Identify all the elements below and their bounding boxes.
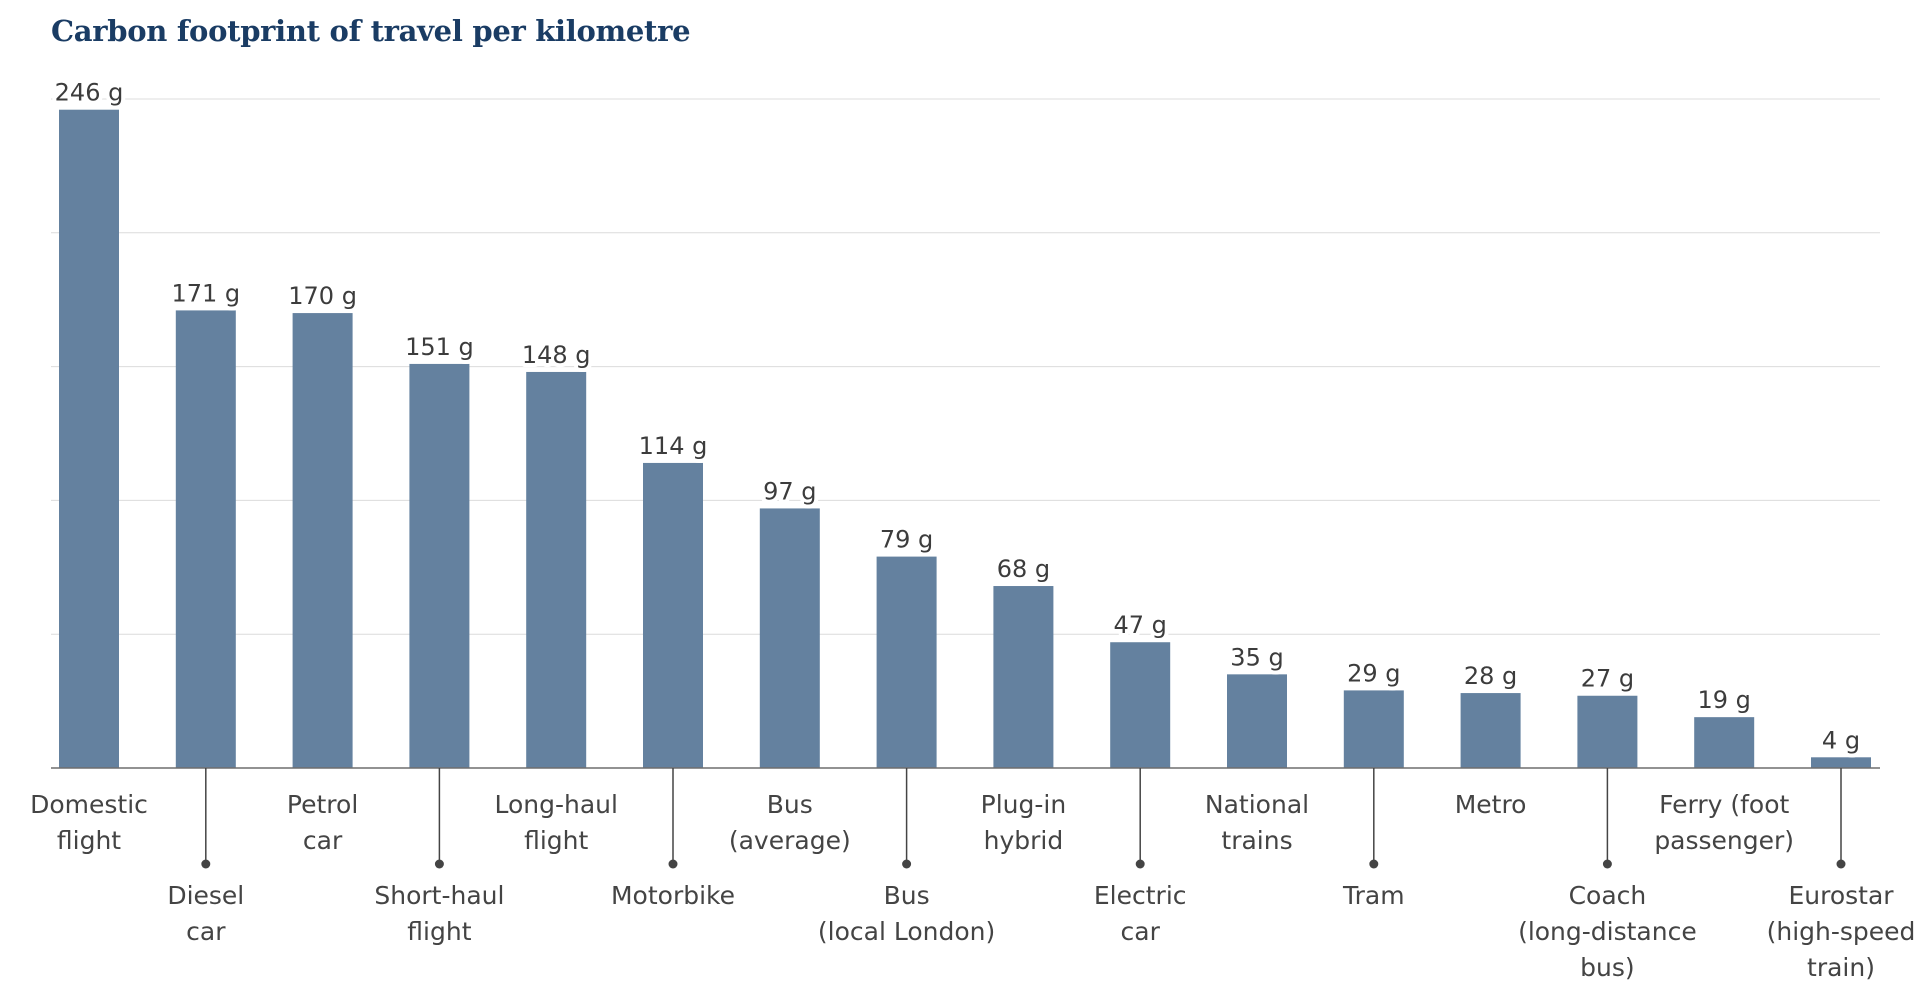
data-label: 114 g	[639, 432, 708, 460]
data-label: 170 g	[288, 282, 357, 310]
bar	[59, 109, 119, 769]
tick-label: Electric car	[1094, 881, 1187, 946]
data-label: 35 g	[1230, 643, 1283, 671]
tick-label-line: car	[303, 826, 343, 855]
tick-label-line: Electric	[1094, 881, 1187, 910]
tick-label-line: Bus	[767, 790, 813, 819]
tick-label-line: passenger)	[1654, 826, 1794, 855]
tick-label-line: Eurostar	[1788, 881, 1894, 910]
leader-dot	[902, 859, 912, 869]
tick-label-line: Coach	[1569, 881, 1647, 910]
data-label: 19 g	[1697, 686, 1750, 714]
leader-dot	[1369, 859, 1379, 869]
tick-label: Plug-in hybrid	[981, 790, 1067, 855]
tick-label: Petrol car	[287, 790, 358, 855]
tick-label: Long-haul flight	[494, 790, 617, 855]
data-label: 97 g	[763, 477, 816, 505]
data-label: 171 g	[171, 279, 240, 307]
data-label: 148 g	[522, 341, 591, 369]
tick-label-line: trains	[1221, 826, 1292, 855]
tick-label-line: hybrid	[984, 826, 1064, 855]
tick-label-line: Long-haul	[494, 790, 617, 819]
x-axis: Domestic flight Diesel car Petrol car Short-ha…	[30, 767, 1916, 982]
bar	[1694, 717, 1755, 768]
bar	[292, 313, 353, 768]
tick-label-line: Short-haul	[374, 881, 504, 910]
bar	[759, 508, 820, 768]
data-label: 29 g	[1347, 659, 1400, 687]
bar	[175, 310, 236, 768]
tick-label-line: bus)	[1580, 953, 1635, 982]
data-label: 246 g	[55, 79, 124, 107]
tick-label-line: Plug-in	[981, 790, 1067, 819]
tick-label-line: train)	[1807, 953, 1875, 982]
value-labels: 246 g 171 g 170 g 151 g 148 g 114 g 97 g 79 g 68…	[51, 75, 1864, 759]
bar	[1110, 642, 1171, 768]
gridlines	[51, 98, 1880, 635]
tick-label-line: Petrol	[287, 790, 358, 819]
leader-dot	[201, 859, 211, 869]
bar	[993, 586, 1054, 768]
leader-dot	[1602, 859, 1612, 869]
tick-label-line: Diesel	[167, 881, 244, 910]
tick-label-line: (local London)	[818, 917, 995, 946]
tick-label-line: flight	[407, 917, 471, 946]
tick-label-line: (high-speed	[1767, 917, 1916, 946]
tick-label-line: Tram	[1342, 881, 1405, 910]
tick-label-line: (average)	[729, 826, 851, 855]
data-label: 47 g	[1113, 611, 1166, 639]
tick-label: National trains	[1205, 790, 1309, 855]
tick-label: Tram	[1342, 881, 1405, 910]
bar	[643, 462, 703, 768]
tick-label-line: Metro	[1455, 790, 1527, 819]
chart-title: Carbon footprint of travel per kilometre	[51, 14, 691, 48]
tick-label: Motorbike	[611, 881, 735, 910]
leader-dot	[434, 859, 444, 869]
tick-label-line: Domestic	[30, 790, 148, 819]
tick-label: Ferry (foot passenger)	[1654, 790, 1794, 855]
tick-label-line: flight	[57, 826, 121, 855]
tick-label-line: car	[186, 917, 226, 946]
data-label: 68 g	[997, 555, 1050, 583]
tick-label-line: Motorbike	[611, 881, 735, 910]
data-label: 28 g	[1464, 662, 1517, 690]
leader-dot	[668, 859, 678, 869]
data-label: 4 g	[1822, 726, 1860, 754]
bar	[1343, 690, 1404, 768]
tick-label-line: car	[1121, 917, 1161, 946]
bar	[1227, 674, 1287, 768]
tick-label: Short-haul flight	[374, 881, 504, 946]
tick-label-line: Ferry (foot	[1659, 790, 1789, 819]
bar	[1577, 695, 1638, 768]
tick-label: Eurostar (high-speed train)	[1767, 881, 1916, 982]
bar	[876, 556, 937, 768]
tick-label-line: flight	[524, 826, 588, 855]
bar	[409, 363, 470, 768]
tick-label: Diesel car	[167, 881, 244, 946]
tick-label: Bus (local London)	[818, 881, 995, 946]
data-label: 79 g	[880, 526, 933, 554]
tick-label-line: (long-distance	[1518, 917, 1697, 946]
tick-label: Metro	[1455, 790, 1527, 819]
leader-dot	[1135, 859, 1145, 869]
tick-label: Domestic flight	[30, 790, 148, 855]
tick-label: Coach (long-distance bus)	[1518, 881, 1697, 982]
bars	[59, 109, 1871, 769]
bar	[526, 371, 587, 768]
bar	[1811, 757, 1871, 768]
bar	[1460, 693, 1521, 768]
leader-dot	[1836, 859, 1846, 869]
tick-label-line: Bus	[884, 881, 930, 910]
data-label: 151 g	[405, 333, 474, 361]
tick-label: Bus (average)	[729, 790, 851, 855]
data-label: 27 g	[1581, 665, 1634, 693]
tick-label-line: National	[1205, 790, 1309, 819]
